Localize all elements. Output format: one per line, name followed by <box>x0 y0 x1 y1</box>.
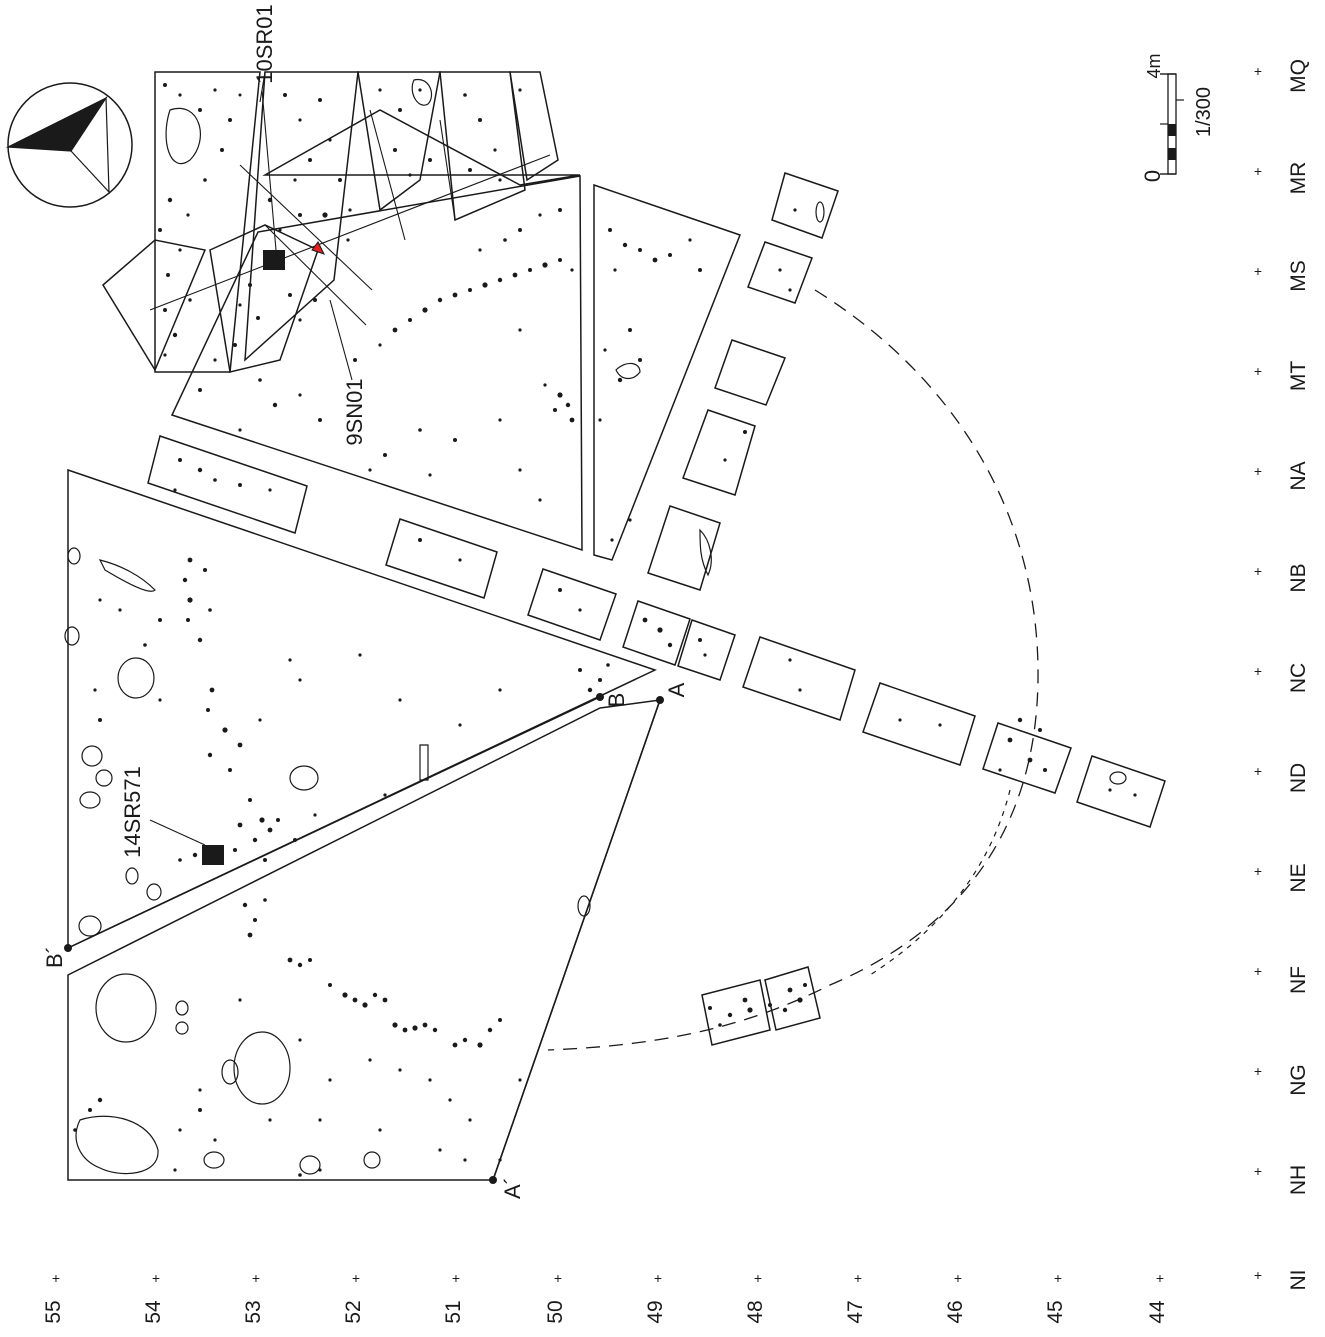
grid-marks-bottom: + + + + + + + + + + + + <box>52 1270 1164 1286</box>
section-point-b: B <box>604 693 629 708</box>
grid-label-ng: NG <box>1287 1064 1310 1096</box>
svg-text:+: + <box>1254 963 1262 979</box>
svg-text:+: + <box>352 1270 360 1286</box>
grid-label-51: 51 <box>442 1300 465 1323</box>
svg-text:+: + <box>252 1270 260 1286</box>
grid-label-ni: NI <box>1287 1270 1310 1291</box>
pit-outlines <box>65 202 1126 1174</box>
grid-label-48: 48 <box>744 1300 767 1323</box>
feature-9sn01-label: 9SN01 <box>342 378 367 445</box>
grid-label-nd: ND <box>1287 763 1310 793</box>
excavation-area-west-upper <box>68 470 655 948</box>
svg-text:+: + <box>1254 463 1262 479</box>
grid-label-mr: MR <box>1287 162 1310 195</box>
section-point-a: A <box>664 682 689 697</box>
grid-label-nb: NB <box>1287 563 1310 592</box>
svg-text:+: + <box>452 1270 460 1286</box>
grid-label-45: 45 <box>1044 1300 1067 1323</box>
svg-text:+: + <box>1254 863 1262 879</box>
grid-label-nc: NC <box>1287 663 1310 693</box>
scale-bar-icon <box>1160 74 1184 174</box>
grid-label-44: 44 <box>1146 1300 1169 1324</box>
svg-text:+: + <box>1254 1267 1262 1283</box>
scale-zero-label: 0 <box>1140 170 1165 182</box>
feature-10sr01-marker <box>263 250 285 270</box>
grid-label-54: 54 <box>142 1300 165 1324</box>
stone-scatter <box>73 83 1136 1177</box>
svg-text:+: + <box>1054 1270 1062 1286</box>
grid-label-ms: MS <box>1287 260 1310 292</box>
trench-units <box>148 173 1165 1045</box>
feature-10sr01-label: 10SR01 <box>252 4 277 84</box>
svg-text:+: + <box>654 1270 662 1286</box>
grid-right-labels: MQ MR MS MT NA NB NC ND NE NF NG NH NI <box>1287 59 1310 1290</box>
excavation-area-west-lower <box>68 700 660 1180</box>
svg-text:+: + <box>754 1270 762 1286</box>
grid-label-na: NA <box>1287 461 1310 490</box>
stone-circle-boundary <box>548 290 1038 1050</box>
grid-label-49: 49 <box>644 1300 667 1323</box>
stone-circle-boundary-lower <box>870 790 1010 975</box>
grid-label-47: 47 <box>844 1300 867 1323</box>
svg-text:+: + <box>1254 363 1262 379</box>
svg-text:+: + <box>1254 163 1262 179</box>
feature-14sr571-marker <box>202 845 224 865</box>
section-point-a-prime: A´ <box>500 1177 525 1199</box>
grid-bottom-labels: 55 54 53 52 51 50 49 48 47 46 45 44 <box>42 1300 1169 1324</box>
scale-length-label: 4m <box>1144 53 1164 78</box>
svg-text:+: + <box>554 1270 562 1286</box>
grid-marks-right: + + + + + + + + + + + + + <box>1254 63 1262 1283</box>
section-point-b-prime: B´ <box>42 946 67 968</box>
svg-text:+: + <box>954 1270 962 1286</box>
svg-text:+: + <box>1254 563 1262 579</box>
grid-label-50: 50 <box>544 1300 567 1323</box>
svg-text:+: + <box>1254 663 1262 679</box>
svg-text:+: + <box>152 1270 160 1286</box>
grid-label-nf: NF <box>1287 966 1310 994</box>
svg-text:+: + <box>1156 1270 1164 1286</box>
grid-label-52: 52 <box>342 1300 365 1323</box>
svg-text:+: + <box>854 1270 862 1286</box>
grid-label-mq: MQ <box>1287 59 1310 93</box>
grid-label-46: 46 <box>944 1300 967 1323</box>
svg-text:+: + <box>52 1270 60 1286</box>
grid-label-53: 53 <box>242 1300 265 1323</box>
svg-text:+: + <box>1254 263 1262 279</box>
svg-text:+: + <box>1254 1163 1262 1179</box>
svg-text:+: + <box>1254 63 1262 79</box>
excavation-area-east-strip <box>594 185 740 560</box>
grid-label-nh: NH <box>1287 1165 1310 1195</box>
svg-text:+: + <box>1254 763 1262 779</box>
grid-label-55: 55 <box>42 1300 65 1323</box>
grid-label-ne: NE <box>1287 863 1310 892</box>
grid-label-mt: MT <box>1287 361 1310 391</box>
excavation-area-north <box>103 72 582 550</box>
feature-14sr571-label: 14SR571 <box>120 766 145 858</box>
svg-text:+: + <box>1254 1063 1262 1079</box>
north-arrow-icon <box>8 83 132 207</box>
scale-ratio-label: 1/300 <box>1193 87 1215 137</box>
